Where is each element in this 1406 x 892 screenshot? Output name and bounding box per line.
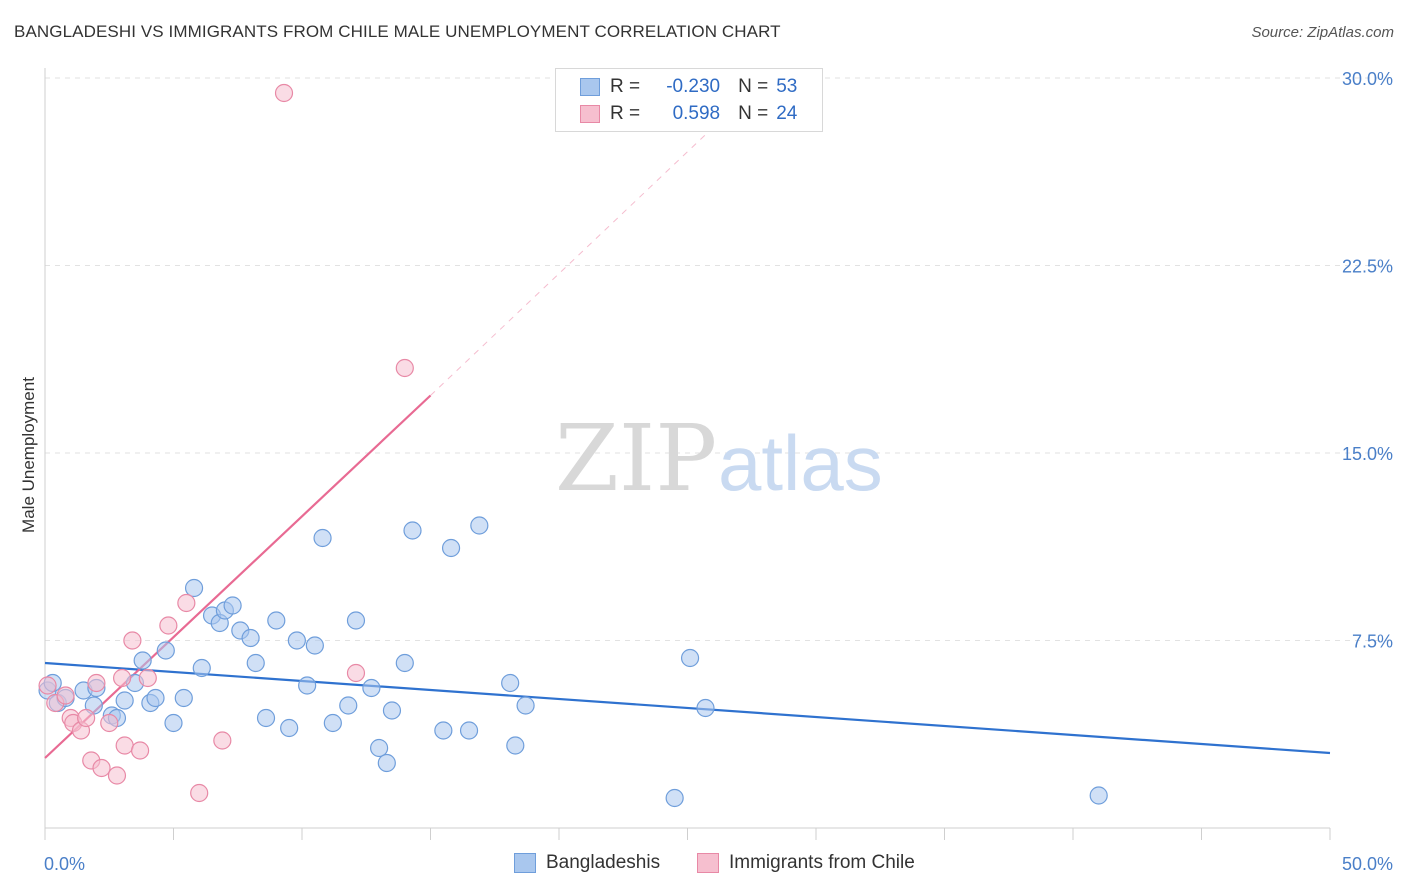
bangladeshi-point <box>174 688 193 708</box>
bangladeshi-point <box>115 691 134 710</box>
chile-point <box>130 741 150 760</box>
r-label: R = <box>610 76 641 97</box>
trend-lines <box>44 102 1331 759</box>
bangladeshi-point <box>395 653 414 673</box>
legend-row-bangladeshis: R = -0.230 N = 53 <box>580 74 797 100</box>
bangladeshi-point <box>192 658 211 678</box>
bangladeshi-point <box>298 676 317 695</box>
bangladeshi-point <box>267 611 286 630</box>
legend-swatch-pink <box>697 853 719 873</box>
bangladeshi-point <box>696 698 715 718</box>
legend-swatch-blue <box>514 853 536 873</box>
watermark: ZIP atlas <box>555 405 883 512</box>
bangladeshi-point <box>313 528 332 548</box>
trend-line <box>44 394 432 759</box>
chile-point <box>87 673 106 693</box>
bangladeshi-point <box>377 753 396 773</box>
legend-item-bangladeshis[interactable]: Bangladeshis <box>514 852 660 874</box>
correlation-legend: R = -0.230 N = 53 R = 0.598 N = 24 <box>555 68 823 132</box>
n-label: N = <box>738 103 769 124</box>
watermark-zip: ZIP <box>555 405 717 512</box>
bangladeshi-point <box>459 721 479 740</box>
n-value: 24 <box>776 103 798 124</box>
bangladeshi-point <box>382 701 402 720</box>
r-value: -0.230 <box>666 76 721 97</box>
bangladeshi-point <box>403 521 422 540</box>
watermark-atlas: atlas <box>718 419 883 507</box>
chile-point <box>56 686 75 705</box>
bangladeshi-point <box>339 696 358 715</box>
r-label: R = <box>610 103 641 124</box>
y-tick-label: 22.5% <box>1342 257 1393 277</box>
y-tick-label: 15.0% <box>1342 444 1393 464</box>
trend-line <box>430 102 740 396</box>
tick-labels: 7.5% 15.0% 22.5% 30.0% 0.0% 50.0% <box>44 69 1393 874</box>
chile-point <box>123 631 142 650</box>
bangladeshi-point <box>501 673 520 693</box>
bangladeshi-point <box>506 736 525 755</box>
chile-point <box>77 708 96 728</box>
bangladeshi-point <box>256 708 276 728</box>
bangladeshi-point <box>133 651 152 670</box>
bangladeshi-point <box>246 653 265 673</box>
bangladeshi-point <box>241 628 260 648</box>
trend-line <box>44 661 1331 755</box>
source-label: Source: ZipAtlas.com <box>1251 24 1394 41</box>
bangladeshi-point <box>370 738 389 758</box>
bangladeshi-point <box>516 696 535 715</box>
legend-item-chile[interactable]: Immigrants from Chile <box>697 852 915 874</box>
chile-point <box>100 713 119 733</box>
bangladeshi-point <box>280 718 299 738</box>
chart-title: BANGLADESHI VS IMMIGRANTS FROM CHILE MAL… <box>14 22 781 41</box>
bangladeshi-point <box>680 648 700 668</box>
bangladeshi-point <box>441 538 461 558</box>
gridlines <box>45 77 1392 641</box>
n-value: 53 <box>776 76 798 97</box>
bangladeshi-point <box>164 713 183 733</box>
bangladeshi-point <box>323 713 342 733</box>
bangladeshi-point <box>362 678 381 698</box>
bangladeshi-point <box>434 721 453 740</box>
chile-point <box>177 593 196 613</box>
bangladeshi-point <box>305 636 324 655</box>
bangladeshi-point <box>156 641 175 660</box>
legend-row-chile: R = 0.598 N = 24 <box>580 101 797 127</box>
legend-swatch-pink <box>580 105 600 123</box>
chile-point <box>213 731 232 750</box>
chile-point <box>112 668 132 688</box>
chile-point <box>38 676 57 695</box>
y-tick-label: 7.5% <box>1352 632 1393 652</box>
y-tick-label: 30.0% <box>1342 69 1393 89</box>
legend-label: Immigrants from Chile <box>729 852 915 873</box>
chile-point <box>138 668 157 688</box>
bangladeshi-point <box>146 688 165 708</box>
chile-point <box>92 758 111 778</box>
y-axis-label: Male Unemployment <box>19 377 38 533</box>
bangladeshi-point <box>184 578 204 598</box>
chile-point <box>115 736 134 755</box>
n-label: N = <box>738 76 769 97</box>
x-tick-label: 0.0% <box>44 854 85 874</box>
data-points <box>38 83 1108 808</box>
chile-point <box>107 766 127 785</box>
bangladeshi-point <box>223 596 242 615</box>
legend-label: Bangladeshis <box>546 852 661 873</box>
legend-swatch-blue <box>580 78 600 96</box>
chile-point <box>274 83 294 103</box>
chile-point <box>395 358 414 378</box>
axes <box>44 68 1331 840</box>
chile-point <box>346 663 366 683</box>
bangladeshi-point <box>287 631 306 650</box>
bangladeshi-point <box>1089 786 1108 805</box>
chile-point <box>190 783 209 803</box>
x-tick-label: 50.0% <box>1342 854 1393 874</box>
bangladeshi-point <box>665 788 684 808</box>
bangladeshi-point <box>346 611 366 630</box>
bangladeshi-point <box>470 516 489 535</box>
chile-point <box>159 616 178 635</box>
r-value: 0.598 <box>672 103 721 124</box>
